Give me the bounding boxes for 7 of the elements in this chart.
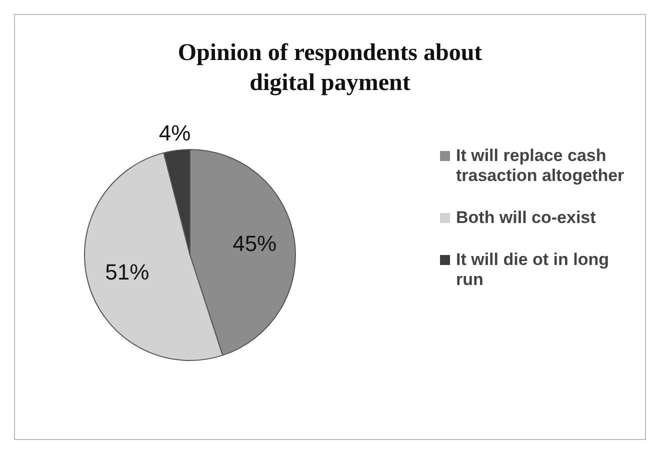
data-label: 4% (158, 120, 191, 146)
data-label: 45% (232, 230, 277, 256)
legend-label: Both will co-exist (456, 208, 596, 228)
legend-label: It will die ot in long run (456, 250, 610, 290)
data-label: 51% (105, 259, 150, 284)
chart-title: Opinion of respondents about digital payment (176, 39, 484, 98)
legend-label: It will replace cash trasaction altogether (456, 146, 626, 186)
